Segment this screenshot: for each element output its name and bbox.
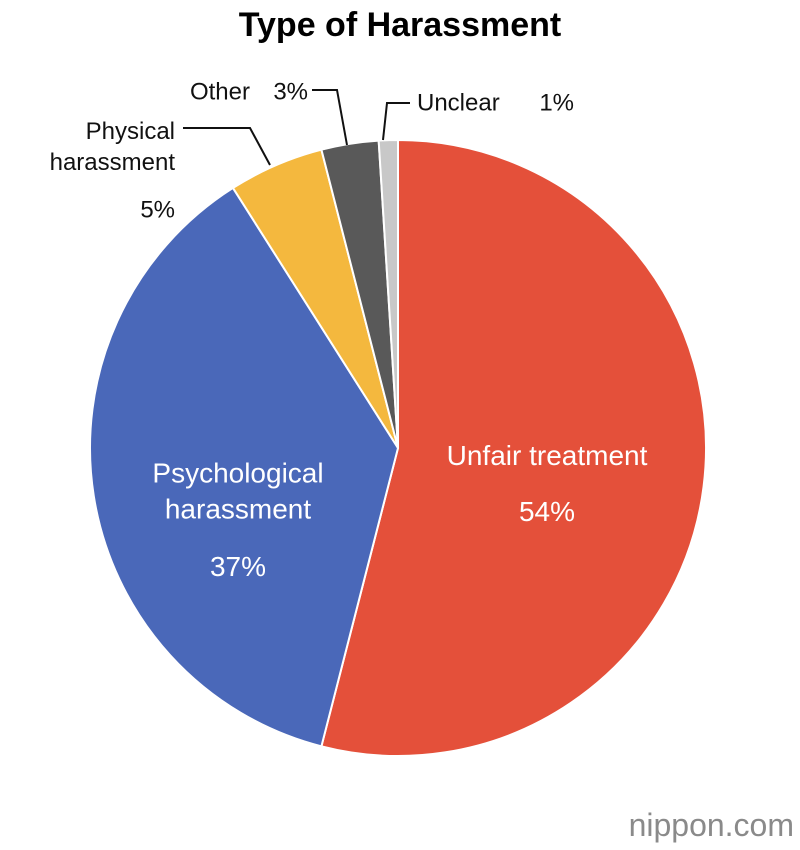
leader-line [183,127,271,166]
pie-slice [377,138,399,449]
value-label: 3% [273,78,308,106]
pie-slice [320,138,707,757]
value-label: 37% [209,550,267,582]
slice-label: Physical harassment [49,117,175,176]
chart-title: Type of Harassment [238,6,562,44]
value-label: 5% [140,196,175,224]
slice-label: Other [189,78,250,106]
leader-line [312,89,348,146]
value-label: 1% [539,89,574,117]
watermark: nippon.com [628,807,794,843]
slice-label: Unfair treatment [446,439,648,471]
leader-line [382,102,410,141]
value-label: 54% [518,495,576,527]
slice-label: Psychological harassment [152,457,324,525]
slice-label: Unclear [417,89,500,117]
